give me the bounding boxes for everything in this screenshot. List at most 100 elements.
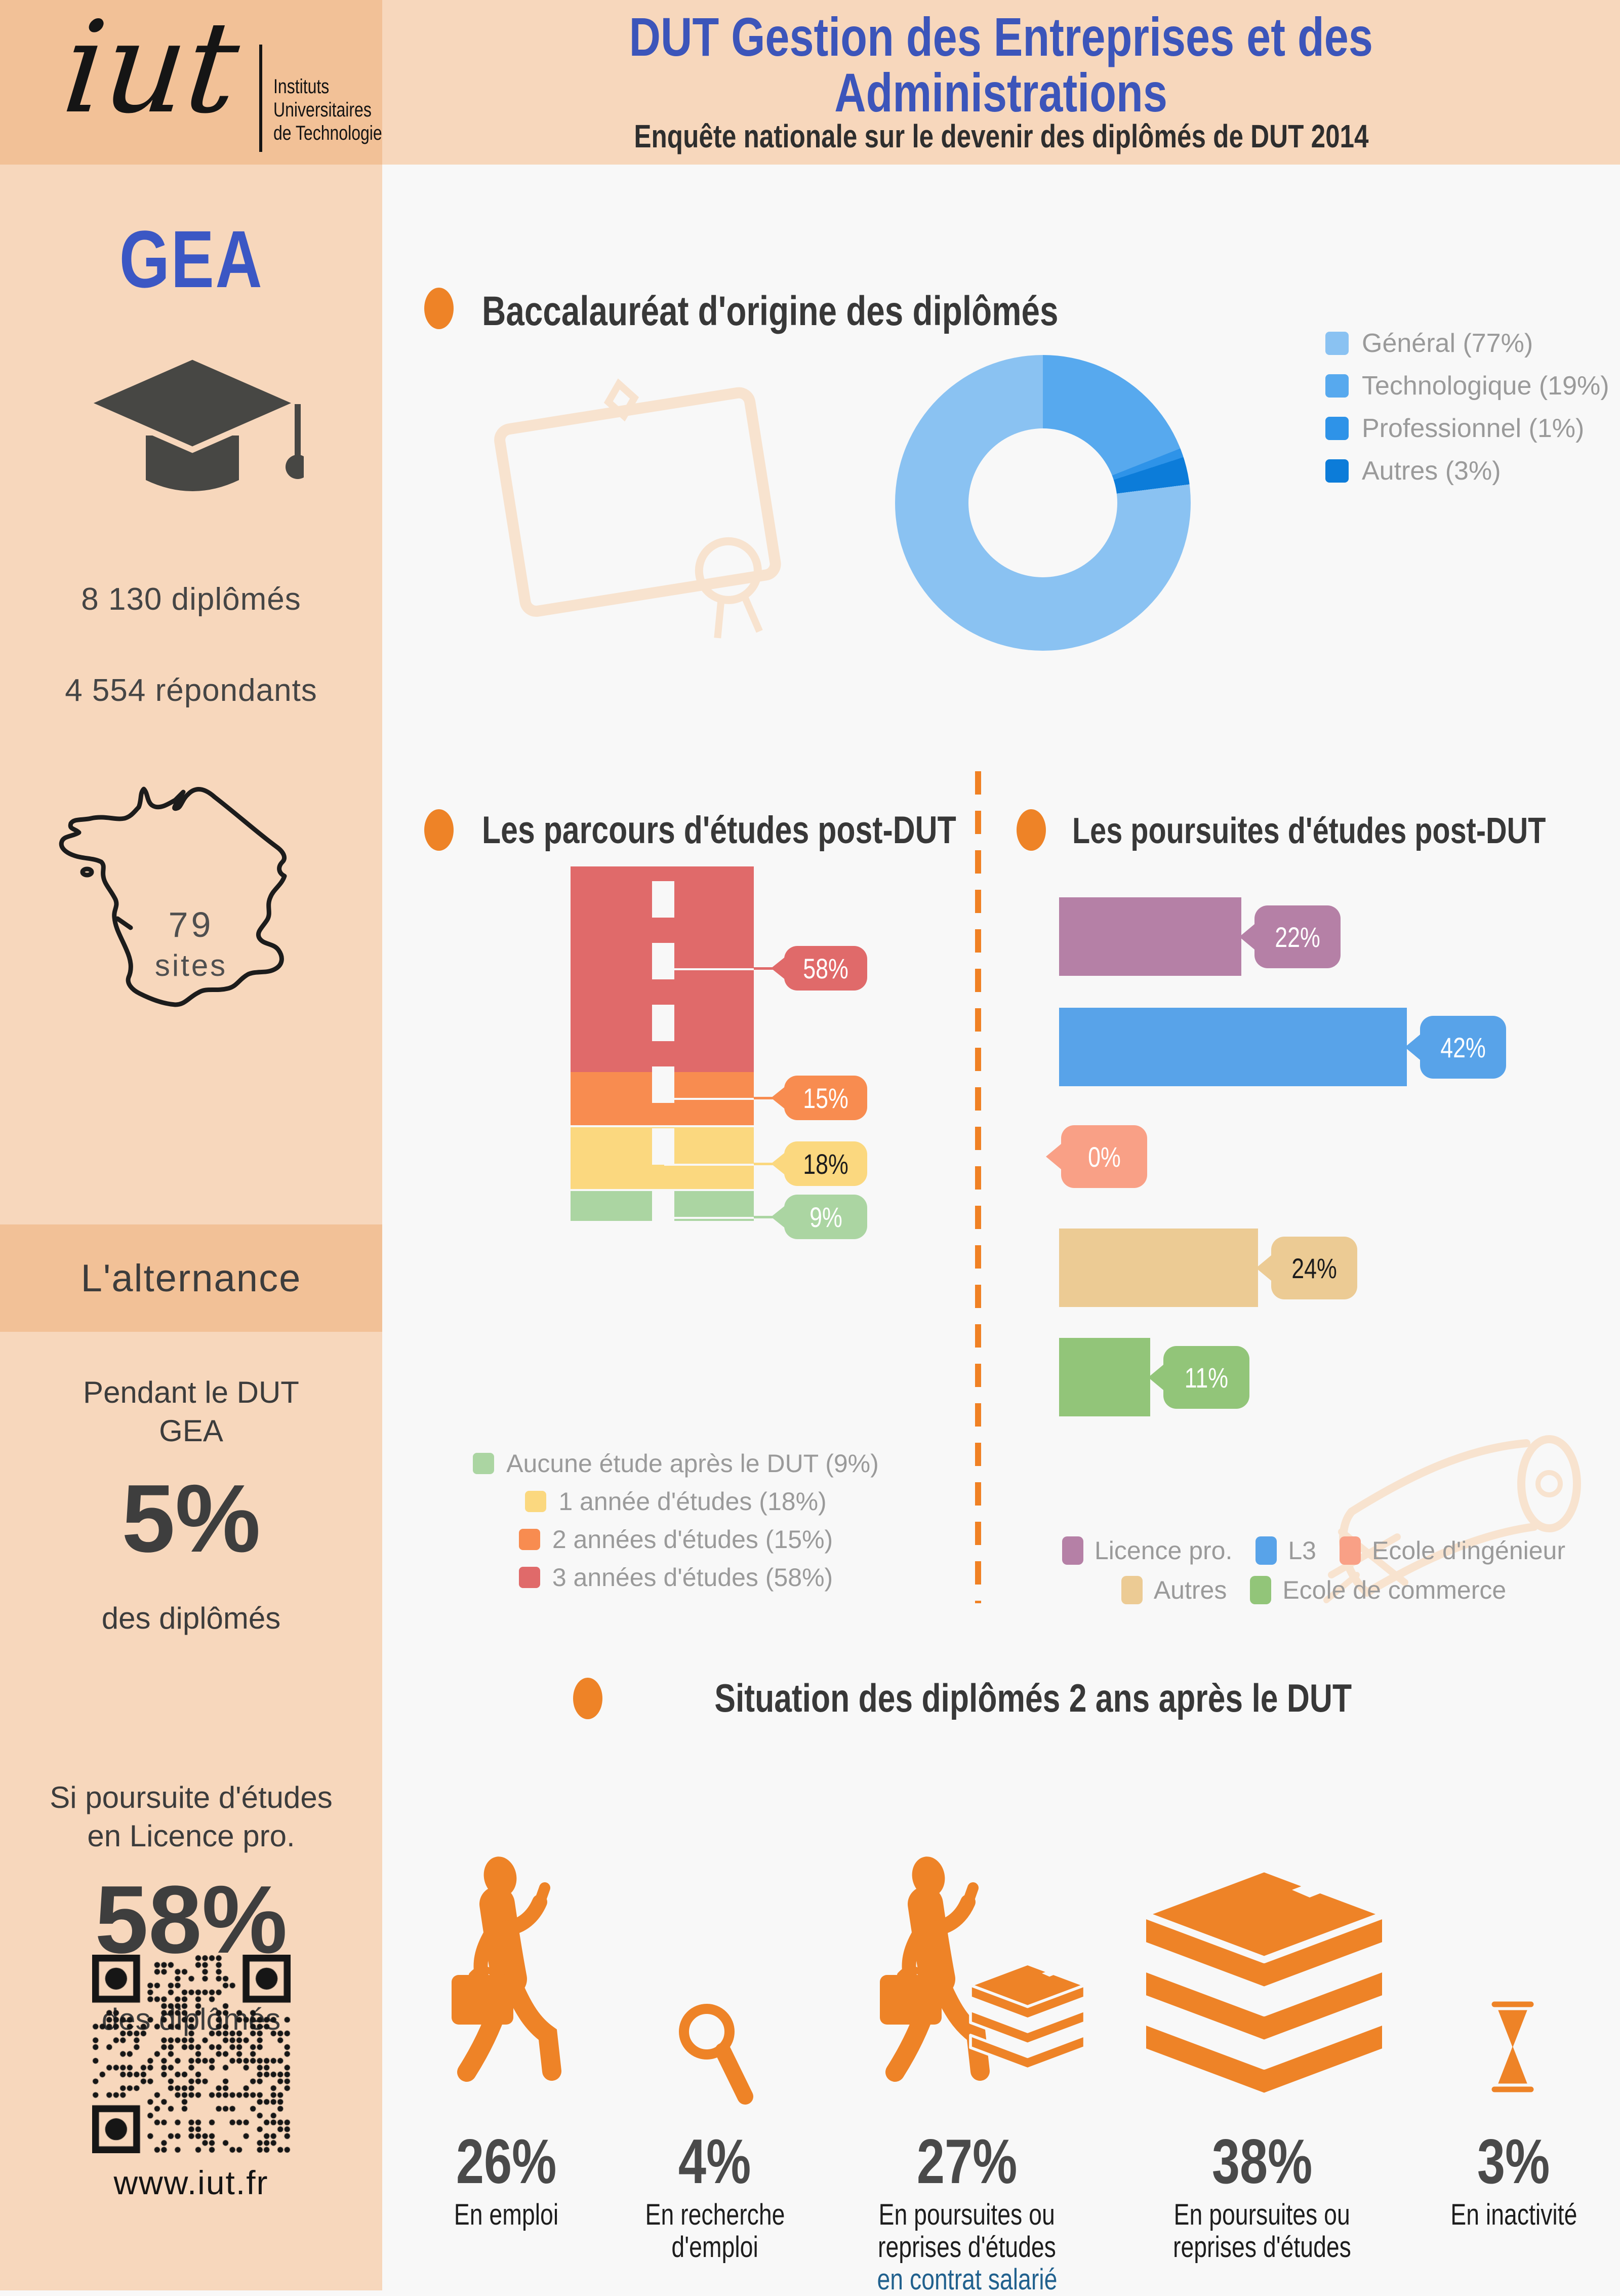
callout-arrow-icon: [771, 1152, 786, 1176]
value-callout: 22%: [1239, 905, 1341, 968]
section-bullet-icon: [424, 809, 454, 851]
legend-label: Professionnel (1%): [1362, 414, 1585, 443]
legend-item: 3 années d'études (58%): [375, 1558, 977, 1596]
section-bullet-icon: [573, 1677, 603, 1719]
legend-swatch: [1250, 1576, 1272, 1604]
legend-item: Technologique (19%): [1325, 365, 1609, 407]
hourglass-icon: [1491, 2001, 1534, 2092]
legend-label: Technologique (19%): [1362, 371, 1609, 401]
logo-divider: [259, 45, 262, 152]
road-dash: [652, 1128, 674, 1165]
value-callout: 58%: [771, 946, 867, 991]
legend-swatch: [518, 1566, 540, 1588]
callout-arrow-icon: [1148, 1362, 1166, 1393]
legend-swatch: [1121, 1576, 1143, 1604]
legend-swatch: [525, 1490, 547, 1512]
legend-label: 3 années d'études (58%): [552, 1563, 833, 1592]
legend-swatch: [1256, 1536, 1277, 1565]
value-callout: 24%: [1256, 1237, 1357, 1299]
callout-arrow-icon: [771, 1086, 786, 1110]
stat-poursuite-salarie-label: En poursuites ou reprises d'études en co…: [877, 2198, 1057, 2296]
section-parcours-heading: Les parcours d'études post-DUT: [482, 809, 956, 852]
legend-item: Professionnel (1%): [1325, 407, 1609, 450]
stat-emploi-pct: 26%: [456, 2127, 557, 2197]
value-callout: 0%: [1046, 1125, 1147, 1188]
legend-item: Ecole d'ingénieur: [1339, 1536, 1566, 1565]
callout-line: [754, 1097, 785, 1099]
legend-item: Ecole de commerce: [1250, 1575, 1506, 1605]
magnifier-icon: [674, 1999, 755, 2111]
donut-hole: [968, 428, 1117, 577]
page-title: DUT Gestion des Entreprises et des Admin…: [629, 6, 1373, 123]
legend-label: Ecole de commerce: [1282, 1576, 1507, 1604]
legend-item: 1 année d'études (18%): [375, 1482, 977, 1520]
value-callout: 42%: [1405, 1016, 1506, 1079]
stat-inactivite-label: En inactivité: [1450, 2198, 1577, 2231]
legend-swatch: [1062, 1536, 1083, 1565]
worker-books-icon: [872, 1853, 1084, 2107]
map-sites-count: 79: [168, 905, 214, 944]
stat-inactivite-pct: 3%: [1477, 2127, 1550, 2197]
road-dash: [652, 943, 674, 979]
alternance-percent: 5%: [122, 1465, 261, 1572]
legend-item: 2 années d'études (15%): [375, 1520, 977, 1558]
stat-emploi-label: En emploi: [454, 2198, 559, 2231]
hbar-ecole-commerce: [1059, 1338, 1150, 1416]
callout-line: [754, 1216, 785, 1218]
bac-legend: Général (77%) Technologique (19%) Profes…: [1325, 322, 1609, 492]
parcours-stacked-bar: [571, 866, 754, 1221]
callout-arrow-icon: [1046, 1141, 1064, 1172]
road-dash: [652, 1066, 674, 1103]
legend-label: Autres (3%): [1362, 456, 1501, 486]
page-subtitle: Enquête nationale sur le devenir des dip…: [633, 118, 1369, 154]
stat-poursuite-label: En poursuites ou reprises d'études: [1173, 2198, 1351, 2264]
walking-worker-icon: [443, 1853, 570, 2107]
legend-swatch: [1325, 417, 1349, 440]
callout-arrow-icon: [771, 1205, 786, 1229]
legend-item: Aucune étude après le DUT (9%): [375, 1444, 977, 1482]
legend-item: Général (77%): [1325, 322, 1609, 365]
value-callout: 18%: [771, 1141, 867, 1186]
alternance-note: des diplômés: [101, 1601, 281, 1635]
section-bac-heading: Baccalauréat d'origine des diplômés: [482, 288, 1059, 334]
header-band: [382, 0, 1620, 165]
road-dash: [652, 1005, 674, 1041]
hbar-l3: [1059, 1008, 1407, 1086]
legend-swatch: [1339, 1536, 1361, 1565]
logo-caption-line: Instituts: [273, 75, 330, 98]
value-callout: 15%: [771, 1076, 867, 1120]
callout-line: [754, 1163, 785, 1165]
legend-swatch: [1325, 374, 1349, 398]
legend-swatch: [473, 1452, 495, 1474]
legend-item: Licence pro.: [1062, 1536, 1232, 1565]
books-stack-icon: [1140, 1783, 1388, 2112]
qr-code: [92, 1955, 291, 2153]
legend-label: Ecole d'ingénieur: [1371, 1536, 1566, 1565]
legend-swatch: [518, 1528, 540, 1550]
legend-item: L3: [1256, 1536, 1316, 1565]
callout-line: [754, 967, 785, 970]
diploma-scroll-watermark-icon: [1296, 1408, 1610, 1651]
iut-logo-block: [0, 0, 382, 165]
stat-recherche-label: En recherche d'emploi: [644, 2198, 785, 2264]
legend-item: Autres: [1121, 1575, 1227, 1605]
logo-caption-line: de Technologie: [273, 122, 382, 144]
licence-context: Si poursuite d'études en Licence pro.: [50, 1780, 333, 1853]
road-dash: [652, 881, 674, 918]
legend-swatch: [1325, 459, 1349, 483]
website-link[interactable]: www.iut.fr: [113, 2164, 269, 2201]
stat-repondants: 4 554 répondants: [65, 673, 317, 708]
dashed-divider: [975, 771, 981, 1603]
legend-label: Aucune étude après le DUT (9%): [506, 1449, 879, 1478]
certificate-watermark-icon: [481, 349, 805, 684]
callout-line: [664, 1098, 754, 1100]
callout-arrow-icon: [1256, 1253, 1274, 1283]
legend-label: Licence pro.: [1094, 1536, 1233, 1565]
france-map: [40, 760, 354, 1155]
hbar-licence-pro: [1059, 897, 1241, 976]
legend-label: Autres: [1153, 1576, 1227, 1604]
legend-label: 2 années d'études (15%): [552, 1525, 833, 1554]
section-poursuites-heading: Les poursuites d'études post-DUT: [1072, 811, 1546, 851]
value-callout: 11%: [1148, 1346, 1249, 1409]
